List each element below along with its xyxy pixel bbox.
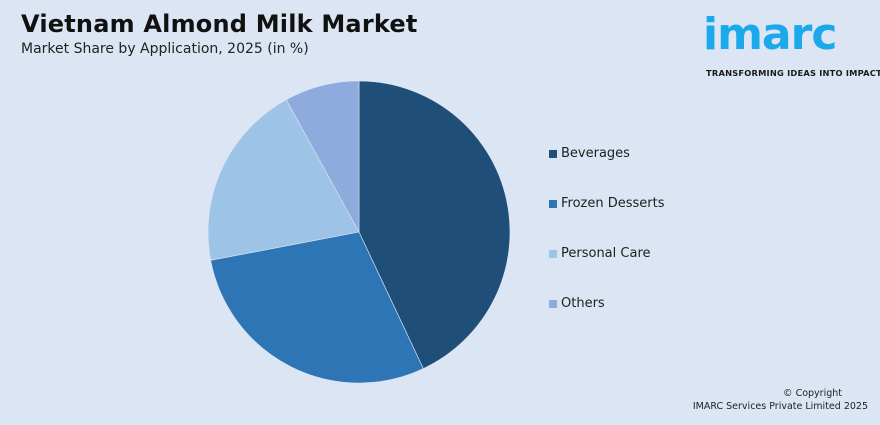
- legend-label: Frozen Desserts: [561, 196, 665, 211]
- imarc-logo: imarc TRANSFORMING IDEAS INTO IMPACT: [700, 8, 880, 80]
- legend-swatch: [549, 199, 557, 208]
- pie-slice-frozen-desserts: [210, 231, 424, 384]
- legend-label: Others: [561, 296, 605, 311]
- logo-wordmark: imarc: [703, 9, 837, 60]
- legend-swatch: [549, 299, 557, 308]
- legend-item-beverages: Beverages: [549, 146, 630, 161]
- copyright-line-2: IMARC Services Private Limited 2025: [692, 401, 868, 412]
- legend-swatch: [549, 249, 557, 258]
- pie-slice-others: [285, 80, 360, 233]
- copyright-notice: © Copyright IMARC Services Private Limit…: [693, 387, 868, 413]
- legend-label: Beverages: [561, 146, 630, 161]
- legend-item-frozen-desserts: Frozen Desserts: [549, 196, 665, 211]
- chart-title: Vietnam Almond Milk Market: [21, 10, 418, 38]
- pie-slice-personal-care: [207, 99, 360, 261]
- legend-label: Personal Care: [561, 246, 651, 261]
- copyright-line-1: © Copyright: [783, 388, 842, 399]
- logo-tagline: TRANSFORMING IDEAS INTO IMPACT: [706, 68, 880, 78]
- legend-item-others: Others: [549, 296, 605, 311]
- legend-swatch: [549, 149, 557, 158]
- chart-subtitle: Market Share by Application, 2025 (in %): [21, 41, 309, 57]
- legend-item-personal-care: Personal Care: [549, 246, 651, 261]
- pie-slice-beverages: [358, 80, 511, 370]
